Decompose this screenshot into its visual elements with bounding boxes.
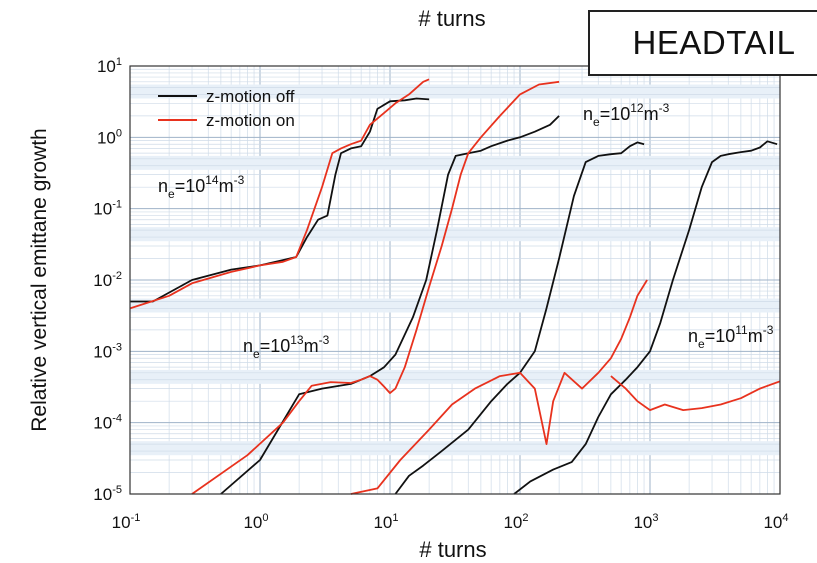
y-tick-label: 10-2	[93, 270, 122, 290]
x-tick-label: 100	[243, 512, 268, 532]
x-tick-label: 103	[633, 512, 658, 532]
x-tick-label: 101	[373, 512, 398, 532]
x-tick-label: 102	[503, 512, 528, 532]
y-grid-band	[130, 298, 780, 313]
y-tick-label: 10-1	[93, 199, 122, 219]
series-line-ne13-on	[191, 80, 560, 495]
y-grid-band	[130, 369, 780, 384]
grid-layer	[129, 66, 780, 495]
top-axis-title: # turns	[418, 6, 485, 31]
series-line-ne11-on	[610, 375, 781, 412]
legend-label-off: z-motion off	[206, 87, 295, 106]
y-grid-band	[130, 227, 780, 242]
y-grid-band	[130, 155, 780, 170]
x-tick-label: 10-1	[112, 512, 141, 532]
y-tick-label: 10-5	[93, 484, 122, 504]
legend: z-motion off z-motion on	[158, 87, 295, 130]
y-axis-title: Relative vertical emittane growth	[28, 128, 51, 431]
series-line-ne13-off	[220, 115, 560, 495]
annotation-ne12: ne=1012m-3	[583, 101, 670, 129]
headtail-badge: HEADTAIL	[588, 10, 817, 76]
annotation-ne14: ne=1014m-3	[158, 173, 245, 201]
y-tick-label: 101	[97, 56, 122, 76]
series-line-ne14-off	[130, 97, 430, 303]
x-tick-label: 104	[763, 512, 788, 532]
tick-labels: 10-1 100 101 102 103 104 10-5 10-4 10-3 10-2 10-1 1…	[93, 56, 788, 532]
y-tick-label: 10-4	[93, 413, 122, 433]
series-line-ne12-off	[394, 141, 645, 495]
y-tick-label: 10-3	[93, 341, 122, 361]
y-grid-band	[130, 441, 780, 456]
series-line-ne12-on	[350, 279, 648, 495]
annotation-ne13: ne=1013m-3	[243, 333, 330, 361]
legend-label-on: z-motion on	[206, 111, 295, 130]
annotation-ne11: ne=1011m-3	[688, 323, 774, 351]
series-line-ne14-on	[129, 78, 430, 310]
headtail-badge-label: HEADTAIL	[632, 24, 796, 61]
y-grid-band	[130, 84, 780, 99]
series-line-ne11-off	[513, 140, 778, 495]
y-tick-label: 100	[97, 127, 122, 147]
annotation-layer: ne=1014m-3 ne=1013m-3 ne=1012m-3 ne=1011m-3	[158, 101, 774, 361]
series-layer	[129, 78, 781, 495]
x-axis-title: # turns	[419, 537, 486, 562]
plot-frame	[129, 65, 781, 495]
